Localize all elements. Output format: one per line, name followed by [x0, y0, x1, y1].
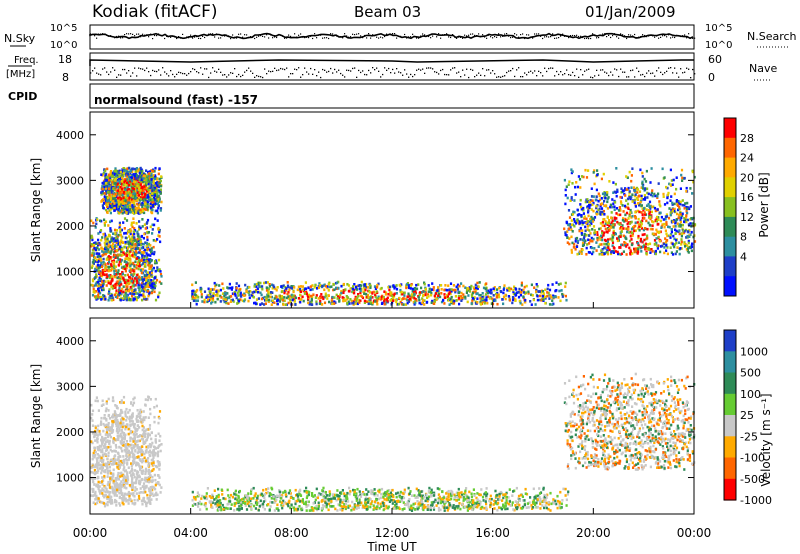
- velocity-colorbar-tick-label: -1000: [740, 494, 772, 507]
- power-colorbar-swatch: [724, 118, 736, 139]
- power-ytick-label: 3000: [56, 174, 84, 187]
- freq-tick-bottom: 8: [62, 71, 69, 84]
- power-ytick-label: 4000: [56, 129, 84, 142]
- velocity-colorbar-swatch: [724, 415, 736, 437]
- velocity-colorbar-tick-label: 100: [740, 388, 761, 401]
- velocity-heatmap: [90, 372, 696, 512]
- nsearch-tick-bottom: 10^0: [705, 40, 732, 51]
- velocity-ylabel: Slant Range [km]: [29, 364, 43, 468]
- nsky-label: N.Sky: [4, 32, 36, 45]
- nsearch-tick-top: 10^5: [705, 23, 732, 34]
- time-tick-label: 12:00: [375, 526, 410, 540]
- velocity-colorbar-tick-label: -25: [740, 430, 758, 443]
- velocity-colorbar-swatch: [724, 393, 736, 416]
- power-scatter-region: [100, 166, 163, 215]
- station-title: Kodiak (fitACF): [92, 2, 218, 22]
- velocity-colorbar-tick-label: 1000: [740, 345, 768, 358]
- power-colorbar-tick-label: 8: [740, 231, 747, 244]
- velocity-colorbar-swatch: [724, 372, 736, 395]
- nsky-tick-top: 10^5: [50, 23, 77, 34]
- time-axis-label: Time UT: [366, 540, 417, 554]
- freq-tick-top: 18: [58, 53, 72, 66]
- nave-tick-bottom: 0: [708, 71, 715, 84]
- time-tick-label: 20:00: [576, 526, 611, 540]
- power-ytick-label: 1000: [56, 266, 84, 279]
- beam-label: Beam 03: [354, 3, 421, 21]
- velocity-ytick-label: 1000: [56, 472, 84, 485]
- nsky-panel-frame: [89, 24, 695, 50]
- nave-tick-top: 60: [708, 53, 722, 66]
- freq-label: Freq.: [14, 55, 39, 66]
- freq-unit-label: [MHz]: [6, 69, 35, 80]
- nave-label: Nave: [749, 62, 777, 75]
- power-colorbar-tick-label: 16: [740, 191, 754, 204]
- velocity-colorbar-tick-label: -500: [740, 473, 765, 486]
- velocity-colorbar-swatch: [724, 330, 736, 352]
- time-tick-label: 04:00: [173, 526, 208, 540]
- velocity-scatter-region: [191, 486, 570, 512]
- power-ylabel: Slant Range [km]: [29, 158, 43, 262]
- nave-dots: [90, 67, 696, 79]
- velocity-ytick-label: 4000: [56, 335, 84, 348]
- power-colorbar-tick-label: 28: [740, 132, 754, 145]
- freq-panel-frame: [89, 52, 695, 81]
- velocity-colorbar-tick-label: 500: [740, 367, 761, 380]
- velocity-ytick-label: 3000: [56, 380, 84, 393]
- velocity-scatter-region: [563, 372, 696, 471]
- cpid-label: CPID: [8, 90, 37, 103]
- power-colorbar-swatch: [724, 236, 736, 257]
- velocity-colorbar-tick-label: -100: [740, 452, 765, 465]
- velocity-colorbar-label: Velocity [m s⁻¹]: [759, 393, 773, 486]
- power-colorbar-swatch: [724, 276, 736, 297]
- time-tick-label: 16:00: [475, 526, 510, 540]
- velocity-colorbar-swatch: [724, 351, 736, 374]
- cpid-value: normalsound (fast) -157: [94, 93, 258, 107]
- power-heatmap: [90, 166, 697, 306]
- power-colorbar-swatch: [724, 137, 736, 159]
- power-colorbar-swatch: [724, 256, 736, 277]
- velocity-scatter-region: [90, 395, 163, 508]
- nsearch-label: N.Search: [747, 30, 797, 43]
- cpid-panel-frame: [89, 83, 695, 109]
- velocity-colorbar-frame: [723, 329, 737, 501]
- time-tick-label: 00:00: [73, 526, 108, 540]
- power-scatter-region: [563, 167, 697, 256]
- freq-trace: [89, 59, 694, 66]
- power-scatter-region: [191, 280, 568, 306]
- power-colorbar-swatch: [724, 177, 736, 198]
- nsky-tick-bottom: 10^0: [50, 40, 77, 51]
- power-colorbar-swatch: [724, 157, 736, 178]
- power-colorbar-swatch: [724, 197, 736, 218]
- time-tick-label: 00:00: [677, 526, 712, 540]
- power-colorbar-label: Power [dB]: [757, 172, 771, 237]
- power-colorbar-tick-label: 12: [740, 211, 754, 224]
- power-colorbar-tick-label: 20: [740, 171, 754, 184]
- velocity-colorbar-tick-label: 25: [740, 409, 754, 422]
- velocity-colorbar-swatch: [724, 478, 736, 501]
- power-colorbar-tick-label: 24: [740, 152, 754, 165]
- date-label: 01/Jan/2009: [585, 3, 676, 21]
- velocity-colorbar-swatch: [724, 457, 736, 480]
- power-colorbar-frame: [723, 117, 737, 297]
- velocity-colorbar-swatch: [724, 436, 736, 459]
- power-colorbar-tick-label: 4: [740, 250, 747, 263]
- velocity-ytick-label: 2000: [56, 426, 84, 439]
- time-tick-label: 08:00: [274, 526, 309, 540]
- power-scatter-region: [90, 217, 163, 302]
- power-colorbar-swatch: [724, 216, 736, 238]
- nsearch-dots: [90, 33, 696, 40]
- power-ytick-label: 2000: [56, 220, 84, 233]
